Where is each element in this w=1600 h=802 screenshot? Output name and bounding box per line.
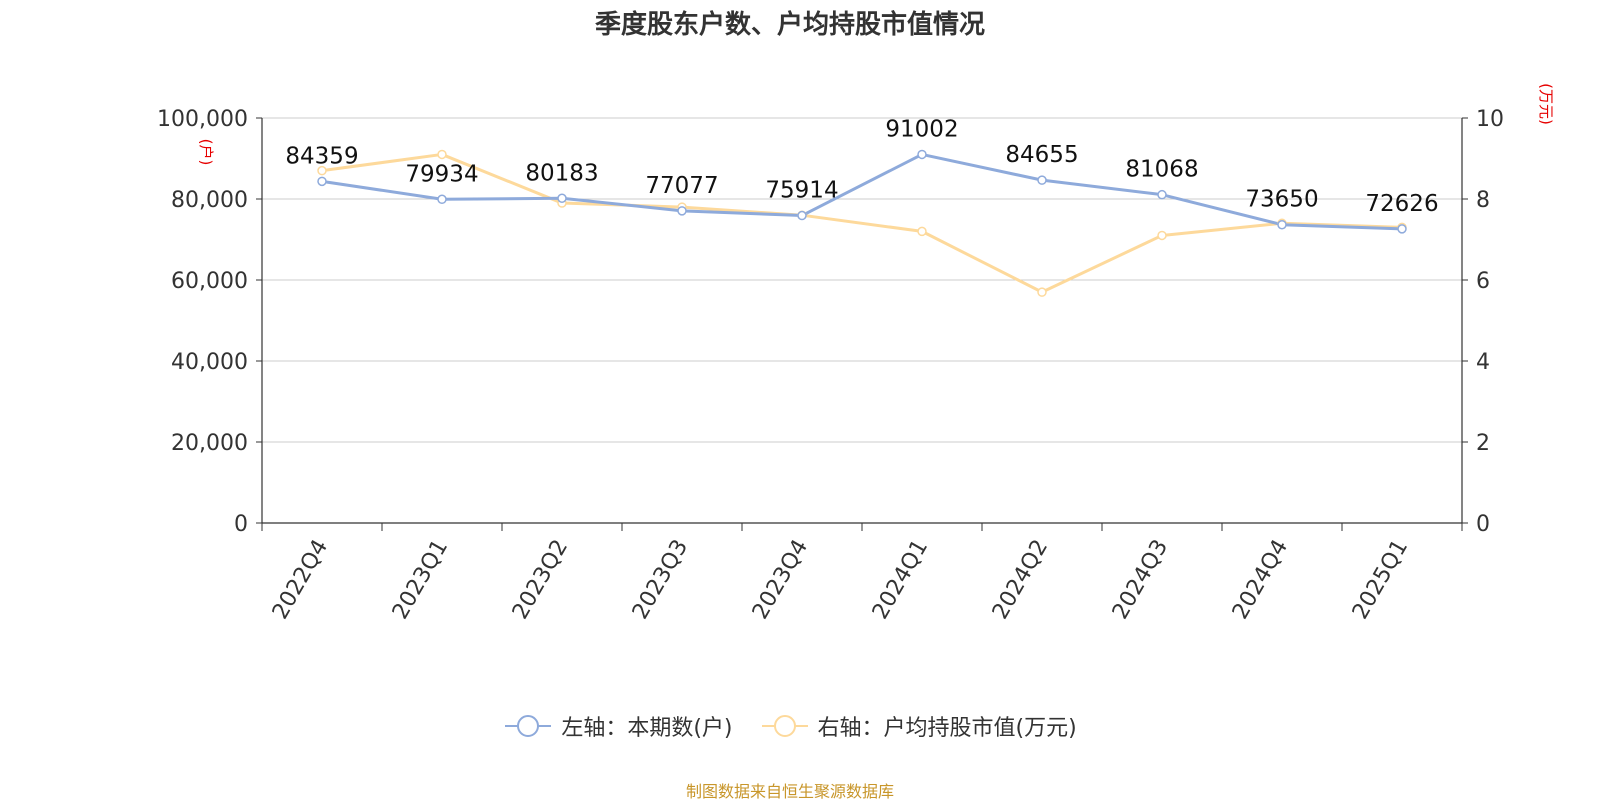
point-households <box>1277 219 1287 230</box>
data-label-households: 73650 <box>1245 187 1318 213</box>
x-tick-label: 2024Q3 <box>1108 536 1173 624</box>
legend-item-avg-value[interactable]: 右轴：户均持股市值(万元) <box>760 710 1077 742</box>
x-tick-label: 2023Q1 <box>388 536 453 624</box>
point-households <box>1157 189 1167 200</box>
y-left-unit: (户) <box>197 139 215 166</box>
point-avg-value <box>917 226 927 237</box>
y-right-unit: (万元) <box>1537 83 1555 125</box>
y-left-tick-label: 60,000 <box>171 269 248 294</box>
point-households <box>1397 224 1407 234</box>
point-avg-value <box>1157 230 1167 241</box>
y-right-tick-label: 0 <box>1476 512 1490 537</box>
line-chart: 0 0 20,000 2 40,000 4 60,000 6 80,000 8 100,000 10 (… <box>157 83 1555 624</box>
point-households <box>437 194 447 205</box>
x-tick-label: 2023Q2 <box>508 536 573 624</box>
series-line-households <box>321 152 1403 231</box>
chart-title: 季度股东户数、户均持股市值情况 <box>594 10 985 40</box>
data-label-households: 81068 <box>1125 157 1198 183</box>
y-left-tick-label: 0 <box>234 512 248 537</box>
point-households <box>317 176 327 187</box>
point-households <box>1037 175 1047 185</box>
y-right-tick-label: 2 <box>1476 431 1490 456</box>
x-tick-label: 2022Q4 <box>268 536 333 624</box>
x-tick-label: 2024Q4 <box>1228 536 1293 624</box>
point-households <box>797 210 807 221</box>
data-label-households: 84359 <box>285 143 358 169</box>
source-note: 制图数据来自恒生聚源数据库 <box>685 782 894 801</box>
point-avg-value <box>437 149 447 160</box>
legend-label-households: 左轴：本期数(户) <box>561 716 733 741</box>
point-households <box>917 149 927 160</box>
x-tick-label: 2024Q2 <box>988 536 1053 624</box>
data-label-households: 79934 <box>405 161 478 187</box>
point-households <box>557 193 567 204</box>
series-line-avg-value <box>321 152 1403 294</box>
legend: 左轴：本期数(户) 右轴：户均持股市值(万元) <box>0 710 1580 745</box>
x-tick-label: 2025Q1 <box>1348 536 1413 624</box>
y-left-tick-label: 100,000 <box>157 107 248 132</box>
y-left-tick-label: 20,000 <box>171 431 248 456</box>
y-right-tick-label: 4 <box>1476 350 1490 375</box>
legend-marker-households <box>505 715 552 737</box>
x-tick-label: 2023Q4 <box>748 536 813 624</box>
y-right-tick-label: 8 <box>1476 188 1490 213</box>
data-label-households: 77077 <box>645 173 718 199</box>
y-right-tick-label: 10 <box>1476 107 1504 132</box>
x-tick-label: 2023Q3 <box>628 536 693 624</box>
data-label-households: 75914 <box>765 178 838 204</box>
point-avg-value <box>1037 287 1047 297</box>
point-avg-value <box>317 165 327 176</box>
y-left-tick-label: 80,000 <box>171 188 248 213</box>
point-households <box>677 206 687 216</box>
data-label-households: 80183 <box>525 160 598 186</box>
data-label-households: 72626 <box>1365 191 1438 217</box>
data-label-households: 91002 <box>885 116 958 142</box>
data-label-households: 84655 <box>1005 142 1078 168</box>
y-left-tick-label: 40,000 <box>171 350 248 375</box>
legend-label-avg-value: 右轴：户均持股市值(万元) <box>817 716 1077 741</box>
legend-item-households[interactable]: 左轴：本期数(户) <box>503 710 733 742</box>
x-tick-label: 2024Q1 <box>868 536 933 624</box>
legend-marker-avg-value <box>761 715 808 737</box>
y-right-tick-label: 6 <box>1476 269 1490 294</box>
